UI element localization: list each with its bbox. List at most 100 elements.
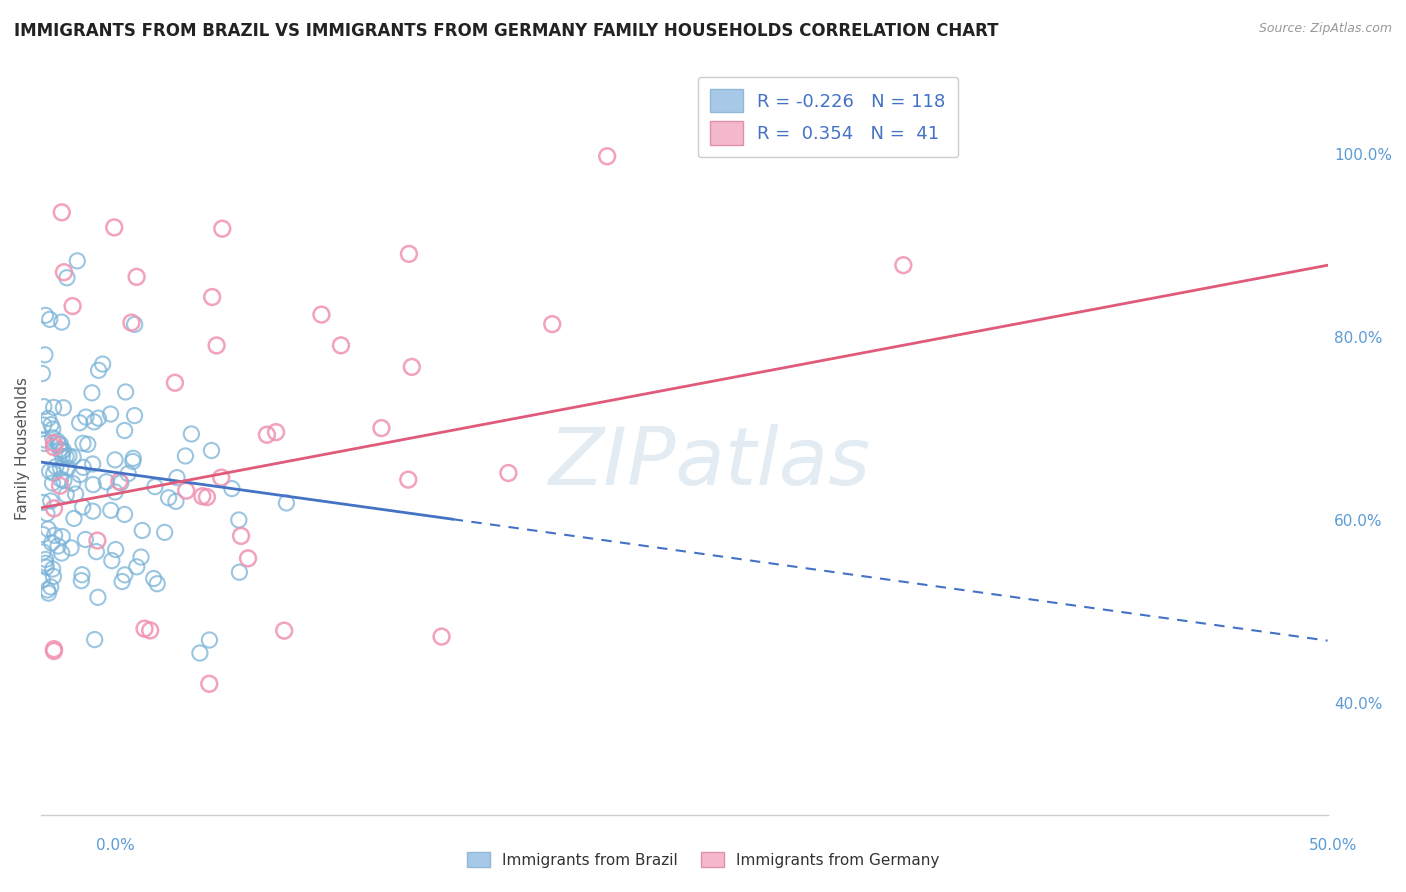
Point: [256, 427, 278, 442]
Point: [55, 450, 77, 464]
Legend: R = -0.226   N = 118, R =  0.354   N =  41: R = -0.226 N = 118, R = 0.354 N = 41: [697, 77, 959, 157]
Point: [401, 359, 423, 374]
Point: [111, 574, 134, 589]
Point: [70, 574, 93, 588]
Point: [39, 580, 62, 594]
Point: [72, 436, 94, 450]
Point: [229, 529, 252, 543]
Point: [63, 511, 86, 525]
Point: [32, 545, 55, 559]
Point: [49, 479, 72, 493]
Point: [121, 454, 143, 468]
Point: [129, 550, 152, 565]
Point: [42, 644, 65, 658]
Point: [82, 457, 104, 471]
Point: [42, 401, 65, 415]
Point: [276, 496, 298, 510]
Point: [891, 258, 914, 272]
Point: [42, 440, 65, 454]
Point: [166, 470, 188, 484]
Point: [195, 490, 218, 504]
Point: [200, 443, 222, 458]
Point: [125, 559, 148, 574]
Point: [31, 573, 53, 587]
Point: [180, 427, 202, 442]
Point: [38, 464, 60, 478]
Point: [120, 316, 142, 330]
Point: [191, 489, 214, 503]
Point: [31, 527, 53, 541]
Text: 60.0%: 60.0%: [1334, 514, 1382, 529]
Point: [165, 494, 187, 508]
Point: [49, 461, 72, 475]
Point: [39, 494, 62, 508]
Point: [142, 572, 165, 586]
Point: [32, 495, 55, 509]
Point: [75, 410, 97, 425]
Point: [330, 338, 353, 352]
Point: [72, 500, 94, 514]
Point: [42, 569, 65, 583]
Point: [430, 630, 453, 644]
Point: [35, 507, 58, 521]
Point: [104, 542, 127, 557]
Point: [139, 624, 162, 638]
Point: [96, 475, 118, 489]
Point: [131, 524, 153, 538]
Point: [49, 442, 72, 457]
Point: [221, 482, 243, 496]
Point: [60, 541, 83, 555]
Point: [498, 466, 520, 480]
Point: [46, 539, 69, 553]
Point: [70, 567, 93, 582]
Text: 40.0%: 40.0%: [1334, 698, 1382, 712]
Y-axis label: Family Households: Family Households: [15, 376, 30, 520]
Text: 50.0%: 50.0%: [1309, 838, 1357, 853]
Point: [124, 318, 146, 332]
Point: [41, 562, 63, 576]
Point: [34, 556, 56, 570]
Point: [163, 376, 186, 390]
Text: 80.0%: 80.0%: [1334, 331, 1382, 346]
Point: [42, 422, 65, 436]
Point: [87, 591, 110, 605]
Point: [198, 633, 221, 648]
Point: [58, 449, 80, 463]
Point: [104, 485, 127, 500]
Point: [370, 421, 392, 435]
Point: [45, 459, 67, 474]
Point: [114, 424, 136, 438]
Point: [37, 522, 59, 536]
Point: [65, 487, 87, 501]
Point: [37, 582, 59, 597]
Point: [87, 411, 110, 425]
Point: [228, 566, 250, 580]
Point: [62, 476, 84, 491]
Point: [104, 453, 127, 467]
Point: [52, 401, 75, 415]
Point: [76, 437, 98, 451]
Point: [51, 444, 73, 458]
Point: [82, 504, 104, 518]
Point: [51, 530, 73, 544]
Point: [38, 312, 60, 326]
Point: [264, 425, 287, 439]
Point: [37, 411, 59, 425]
Point: [236, 551, 259, 566]
Point: [69, 467, 91, 482]
Point: [69, 416, 91, 430]
Point: [174, 449, 197, 463]
Point: [42, 436, 65, 450]
Point: [157, 491, 180, 505]
Point: [52, 474, 75, 488]
Point: [42, 501, 65, 516]
Point: [91, 357, 114, 371]
Point: [52, 443, 75, 458]
Point: [48, 438, 70, 452]
Point: [124, 409, 146, 423]
Point: [114, 567, 136, 582]
Point: [146, 576, 169, 591]
Text: Source: ZipAtlas.com: Source: ZipAtlas.com: [1258, 22, 1392, 36]
Point: [34, 436, 56, 450]
Point: [396, 473, 419, 487]
